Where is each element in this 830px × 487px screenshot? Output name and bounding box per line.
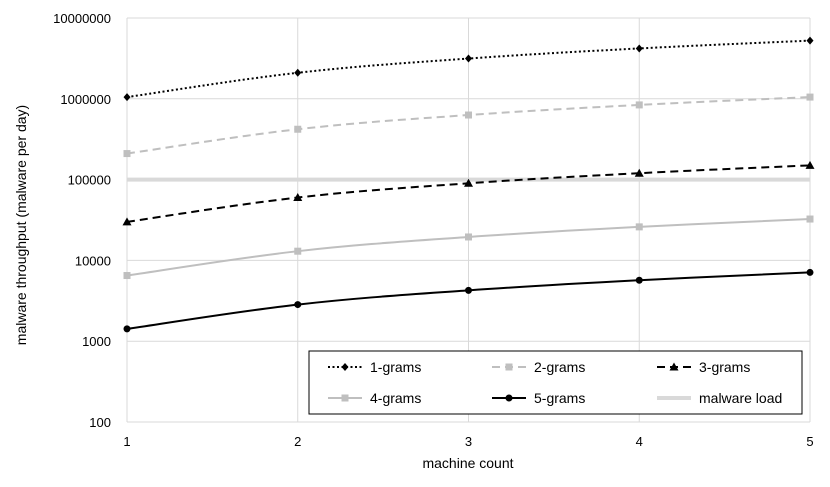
x-axis-title: machine count: [422, 455, 513, 471]
data-point: [123, 93, 131, 102]
data-point: [123, 272, 131, 280]
legend: 1-grams 2-grams 3-grams 4-grams 5-grams malwa…: [308, 350, 803, 415]
data-point: [806, 268, 814, 276]
series-1-grams: [123, 36, 814, 102]
y-tick-label: 100000: [68, 173, 111, 188]
data-point: [464, 178, 473, 187]
legend-label: 2-grams: [534, 359, 585, 375]
data-point: [294, 68, 302, 77]
legend-marker: [669, 362, 679, 371]
y-tick-label: 1000000: [60, 92, 111, 107]
data-point: [806, 36, 814, 45]
legend-item: 2-grams: [492, 359, 585, 375]
y-axis-title: malware throughput (malware per day): [13, 105, 29, 345]
axes: 100 1000 10000 100000 1000000 10000000 1 2 3 4 5: [53, 11, 813, 449]
legend-label: 5-grams: [534, 390, 585, 406]
y-tick-label: 10000000: [53, 11, 111, 26]
data-point: [293, 193, 303, 202]
data-point: [294, 247, 302, 255]
data-point: [806, 215, 814, 223]
x-tick-label: 4: [636, 434, 643, 449]
data-point: [465, 286, 472, 294]
x-tick-label: 3: [465, 434, 472, 449]
data-point: [123, 325, 131, 333]
series-5-grams: [123, 268, 814, 333]
data-point: [805, 160, 815, 169]
legend-box: [308, 350, 803, 415]
data-point: [122, 217, 132, 226]
legend-item: 1-grams: [328, 359, 421, 375]
x-tick-label: 5: [806, 434, 813, 449]
series-2-grams: [123, 93, 814, 158]
data-point: [465, 111, 472, 119]
series-layer: [122, 36, 815, 333]
y-tick-label: 100: [89, 415, 111, 430]
legend-marker: [341, 363, 349, 371]
legend-label: 3-grams: [699, 359, 750, 375]
data-point: [806, 93, 814, 101]
x-tick-label: 1: [123, 434, 130, 449]
y-tick-label: 1000: [82, 334, 111, 349]
legend-item: 4-grams: [328, 390, 421, 406]
legend-marker: [505, 363, 513, 371]
legend-label: 1-grams: [370, 359, 421, 375]
data-point: [465, 233, 472, 241]
legend-marker: [505, 394, 513, 402]
x-tick-label: 2: [294, 434, 301, 449]
y-tick-label: 10000: [75, 253, 111, 268]
legend-marker: [341, 394, 349, 402]
data-point: [294, 125, 302, 133]
legend-label: 4-grams: [370, 390, 421, 406]
data-point: [634, 168, 644, 177]
series-3-grams: [122, 160, 815, 226]
data-point: [635, 44, 643, 53]
data-point: [123, 150, 131, 158]
series-4-grams: [123, 215, 814, 280]
data-point: [635, 223, 643, 231]
data-point: [635, 101, 643, 109]
legend-item: 5-grams: [492, 390, 585, 406]
legend-item: 3-grams: [657, 359, 750, 375]
data-point: [294, 301, 302, 309]
legend-item: malware load: [657, 390, 782, 406]
data-point: [635, 276, 643, 284]
legend-label: malware load: [699, 390, 782, 406]
data-point: [465, 54, 472, 63]
